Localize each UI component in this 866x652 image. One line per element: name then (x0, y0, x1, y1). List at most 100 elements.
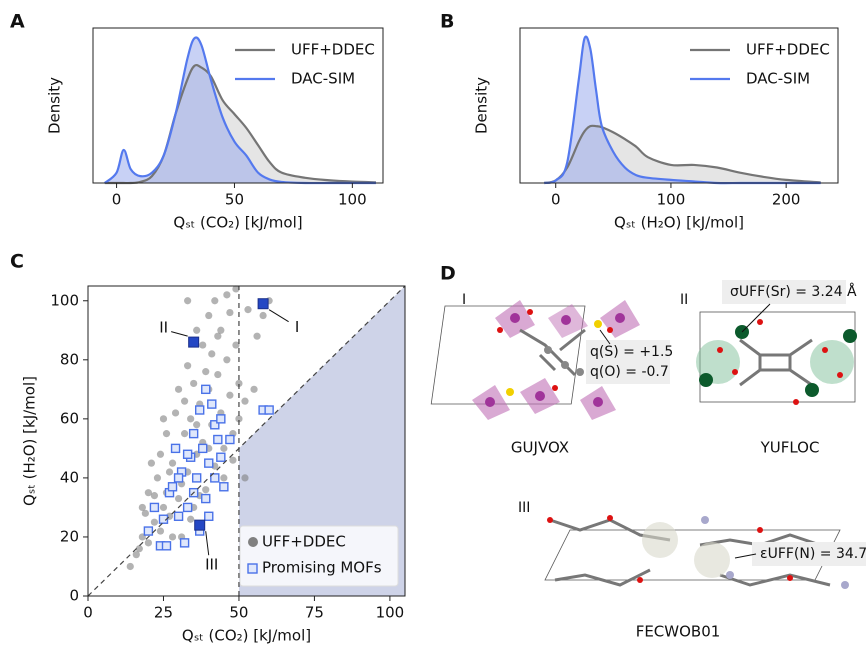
structure-numeral: I (462, 292, 466, 308)
y-axis-label: Qₛₜ (H₂O) [kJ/mol] (21, 376, 39, 506)
legend-label: UFF+DDEC (291, 41, 375, 59)
y-tick-label: 60 (60, 409, 79, 427)
x-tick-label: 25 (154, 604, 173, 622)
y-tick-label: 100 (50, 291, 79, 309)
scatter-point (223, 356, 230, 363)
scatter-point (260, 312, 267, 319)
scatter-point (160, 504, 167, 511)
panel-label: B (440, 11, 454, 33)
annotation-arrow (206, 531, 209, 555)
x-tick-label: 100 (657, 191, 686, 209)
scatter-point (226, 392, 233, 399)
scatter-point (157, 527, 164, 534)
legend-swatch (248, 564, 257, 573)
structure-numeral: III (518, 500, 530, 516)
scatter-point (181, 430, 188, 437)
promising-point (181, 539, 189, 547)
panel-label: D (440, 263, 456, 285)
highlight-point (195, 520, 205, 530)
legend: UFF+DDEC Promising MOFs (240, 526, 398, 586)
scatter-point (241, 474, 248, 481)
figure: A B C D I q(S) = +1.5 q(O) = -0.7 GUJVOX (0, 0, 866, 652)
highlight-point (189, 337, 199, 347)
density-area (544, 37, 821, 184)
panel-label: A (10, 11, 25, 33)
structure-gujvox (431, 300, 670, 420)
promising-point (144, 527, 152, 535)
legend-label: DAC-SIM (291, 70, 355, 88)
scatter-point (145, 489, 152, 496)
scatter-point (169, 460, 176, 467)
x-axis-label: Qₛₜ (H₂O) [kJ/mol] (614, 214, 744, 232)
x-tick-label: 200 (772, 191, 801, 209)
promising-point (184, 503, 192, 511)
promising-point (162, 542, 170, 550)
y-axis-label: Density (46, 77, 64, 134)
annotation-label: II (159, 319, 168, 337)
annotation-label: III (205, 556, 218, 574)
y-tick-label: 80 (60, 350, 79, 368)
promising-point (184, 450, 192, 458)
annotation-label: I (295, 318, 299, 336)
scatter-point (166, 468, 173, 475)
promising-point (205, 459, 213, 467)
scatter-point (241, 398, 248, 405)
structure-note: σUFF(Sr) = 3.24 Å (730, 283, 857, 300)
scatter-point (172, 409, 179, 416)
x-tick-label: 0 (551, 191, 561, 209)
promising-point (220, 483, 228, 491)
scatter-point (175, 386, 182, 393)
structure-name: GUJVOX (511, 439, 569, 457)
promising-point (217, 415, 225, 423)
structure-numeral: II (680, 292, 688, 308)
scatter-point (154, 474, 161, 481)
x-tick-label: 50 (225, 191, 244, 209)
x-axis-label: Qₛₜ (CO₂) [kJ/mol] (173, 214, 302, 232)
promising-point (202, 495, 210, 503)
scatter-point (139, 504, 146, 511)
legend-label: UFF+DDEC (262, 533, 346, 551)
scatter-point (151, 519, 158, 526)
scatter-point (214, 371, 221, 378)
promising-point (217, 453, 225, 461)
scatter-point (193, 421, 200, 428)
scatter-point (127, 563, 134, 570)
legend-label: Promising MOFs (262, 559, 382, 577)
structure-note: εUFF(N) = 34.7 K (760, 546, 866, 562)
scatter-point (199, 341, 206, 348)
scatter-point (169, 533, 176, 540)
scatter-point (187, 415, 194, 422)
promising-point (208, 400, 216, 408)
scatter-point (208, 350, 215, 357)
promising-point (150, 503, 158, 511)
promising-point (199, 444, 207, 452)
legend-label: UFF+DDEC (746, 41, 830, 59)
promising-point (175, 474, 183, 482)
structure-note: q(S) = +1.5 (590, 344, 673, 360)
scatter-point (220, 474, 227, 481)
scatter-point (223, 291, 230, 298)
promising-point (202, 385, 210, 393)
annotation-arrow (171, 332, 188, 337)
x-tick-label: 100 (338, 191, 367, 209)
structure-note: q(O) = -0.7 (590, 364, 669, 380)
structure-name: FECWOB01 (636, 623, 721, 641)
y-axis-label: Density (473, 77, 491, 134)
x-tick-label: 50 (229, 604, 248, 622)
panel-label: C (10, 251, 24, 273)
promising-point (214, 436, 222, 444)
promising-point (205, 512, 213, 520)
scatter-point (148, 460, 155, 467)
x-tick-label: 0 (112, 191, 122, 209)
y-tick-label: 0 (69, 587, 79, 605)
scatter-point (160, 415, 167, 422)
scatter-point (193, 327, 200, 334)
promising-point (193, 474, 201, 482)
scatter-point (175, 495, 182, 502)
scatter-point (181, 398, 188, 405)
y-tick-label: 20 (60, 527, 79, 545)
promising-point (190, 430, 198, 438)
scatter-point (163, 430, 170, 437)
scatter-point (190, 380, 197, 387)
scatter-point (157, 451, 164, 458)
